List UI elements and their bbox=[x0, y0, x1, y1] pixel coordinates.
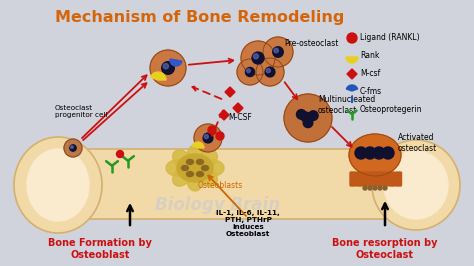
Circle shape bbox=[163, 64, 169, 69]
Text: Osteoblasts: Osteoblasts bbox=[197, 181, 243, 189]
Ellipse shape bbox=[187, 169, 203, 191]
Circle shape bbox=[237, 59, 263, 85]
Circle shape bbox=[216, 132, 224, 140]
Ellipse shape bbox=[187, 145, 203, 167]
Text: Bone Formation by
Osteoblast: Bone Formation by Osteoblast bbox=[48, 238, 152, 260]
Ellipse shape bbox=[182, 165, 189, 171]
Text: M-CSF: M-CSF bbox=[228, 113, 252, 122]
Circle shape bbox=[274, 48, 278, 53]
FancyBboxPatch shape bbox=[376, 172, 382, 186]
Circle shape bbox=[71, 146, 73, 148]
Circle shape bbox=[382, 147, 394, 159]
Circle shape bbox=[273, 47, 283, 57]
Circle shape bbox=[303, 118, 313, 128]
Ellipse shape bbox=[202, 160, 224, 176]
Wedge shape bbox=[346, 57, 358, 63]
Circle shape bbox=[204, 135, 209, 139]
Circle shape bbox=[309, 111, 318, 120]
Wedge shape bbox=[346, 85, 358, 91]
Circle shape bbox=[208, 126, 216, 134]
Ellipse shape bbox=[384, 151, 448, 219]
Polygon shape bbox=[233, 103, 243, 113]
Circle shape bbox=[347, 33, 357, 43]
Text: M-csf: M-csf bbox=[360, 69, 380, 78]
Text: Bone resorption by
Osteoclast: Bone resorption by Osteoclast bbox=[332, 238, 438, 260]
Ellipse shape bbox=[166, 160, 188, 176]
Circle shape bbox=[246, 68, 255, 77]
Text: Pre-osteoclast: Pre-osteoclast bbox=[284, 39, 338, 48]
Wedge shape bbox=[192, 142, 204, 148]
Circle shape bbox=[117, 151, 124, 157]
Text: Osteoprotegerin: Osteoprotegerin bbox=[360, 106, 422, 114]
Circle shape bbox=[70, 145, 76, 151]
Circle shape bbox=[203, 133, 213, 143]
Text: C-fms: C-fms bbox=[360, 88, 382, 97]
Ellipse shape bbox=[197, 159, 203, 164]
Circle shape bbox=[364, 147, 376, 159]
Circle shape bbox=[265, 67, 275, 77]
Circle shape bbox=[355, 147, 367, 159]
Circle shape bbox=[378, 186, 382, 190]
Ellipse shape bbox=[173, 150, 192, 169]
Ellipse shape bbox=[14, 137, 102, 233]
Circle shape bbox=[284, 94, 332, 142]
Circle shape bbox=[296, 110, 306, 119]
Circle shape bbox=[246, 69, 250, 73]
Ellipse shape bbox=[173, 167, 192, 186]
Polygon shape bbox=[219, 110, 229, 120]
Circle shape bbox=[254, 54, 258, 59]
FancyBboxPatch shape bbox=[350, 172, 356, 186]
Ellipse shape bbox=[201, 165, 209, 171]
Ellipse shape bbox=[27, 149, 89, 221]
Circle shape bbox=[241, 41, 275, 75]
FancyBboxPatch shape bbox=[395, 172, 401, 186]
FancyBboxPatch shape bbox=[356, 172, 363, 186]
Circle shape bbox=[301, 112, 310, 122]
FancyBboxPatch shape bbox=[363, 172, 369, 186]
Wedge shape bbox=[150, 72, 166, 80]
Circle shape bbox=[266, 69, 271, 73]
Text: IL-1, IL-6, IL-11,
PTH, PTHrP
induces
Osteoblast: IL-1, IL-6, IL-11, PTH, PTHrP induces Os… bbox=[216, 210, 280, 237]
Polygon shape bbox=[225, 87, 235, 97]
Text: Ligand (RANKL): Ligand (RANKL) bbox=[360, 34, 419, 43]
Circle shape bbox=[373, 147, 385, 159]
Ellipse shape bbox=[372, 140, 460, 230]
Circle shape bbox=[383, 186, 387, 190]
Circle shape bbox=[194, 124, 222, 152]
Text: Activated
osteoclast: Activated osteoclast bbox=[398, 133, 437, 153]
Text: Rank: Rank bbox=[360, 52, 379, 60]
Circle shape bbox=[368, 186, 372, 190]
Text: Mechanism of Bone Remodeling: Mechanism of Bone Remodeling bbox=[55, 10, 345, 25]
Ellipse shape bbox=[186, 159, 193, 164]
Ellipse shape bbox=[177, 154, 213, 182]
Circle shape bbox=[256, 58, 284, 86]
Ellipse shape bbox=[198, 167, 218, 186]
FancyBboxPatch shape bbox=[389, 172, 395, 186]
Polygon shape bbox=[347, 69, 357, 79]
Ellipse shape bbox=[186, 172, 193, 177]
Ellipse shape bbox=[349, 134, 401, 176]
Circle shape bbox=[150, 50, 186, 86]
FancyBboxPatch shape bbox=[370, 172, 375, 186]
FancyBboxPatch shape bbox=[59, 149, 417, 219]
Text: Osteoclast
progenitor cell: Osteoclast progenitor cell bbox=[55, 106, 108, 118]
Circle shape bbox=[363, 186, 367, 190]
Ellipse shape bbox=[198, 150, 218, 169]
Circle shape bbox=[64, 139, 82, 157]
Circle shape bbox=[263, 37, 293, 67]
Text: Biology Brain: Biology Brain bbox=[155, 196, 281, 214]
Circle shape bbox=[162, 62, 174, 74]
Circle shape bbox=[252, 52, 264, 64]
Wedge shape bbox=[170, 59, 182, 66]
Text: Multinucleated
osteoclast: Multinucleated osteoclast bbox=[318, 95, 375, 115]
FancyBboxPatch shape bbox=[383, 172, 389, 186]
Circle shape bbox=[373, 186, 377, 190]
Ellipse shape bbox=[197, 172, 203, 177]
